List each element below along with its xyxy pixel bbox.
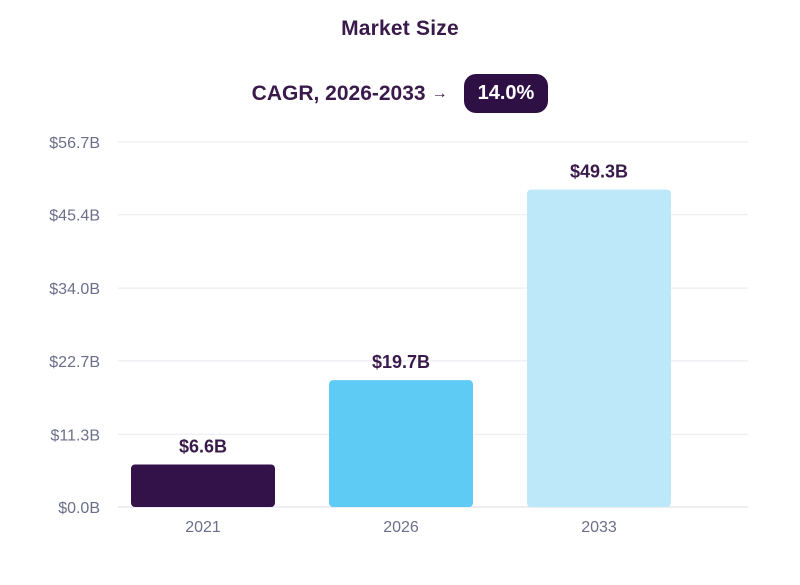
data-label-2026: $19.7B [372,352,430,372]
y-tick-label: $11.3B [50,427,100,444]
bar-2033 [527,189,671,507]
cagr-row: CAGR, 2026-2033 → 14.0% [0,74,800,113]
data-labels: $6.6B $19.7B $49.3B [179,162,628,457]
bars [131,189,671,507]
x-tick-label: 2021 [185,519,221,536]
bar-2026 [329,380,473,507]
y-axis-ticks: $0.0B $11.3B $22.7B $34.0B $45.4B $56.7B [49,135,100,517]
y-tick-label: $0.0B [58,500,100,517]
y-tick-label: $45.4B [49,208,100,225]
data-label-2021: $6.6B [179,437,227,457]
cagr-value-badge: 14.0% [463,74,549,113]
x-axis-ticks: 2021 2026 2033 [185,519,617,536]
x-tick-label: 2026 [383,519,419,536]
bar-2021 [131,464,275,507]
y-tick-label: $56.7B [49,135,100,152]
y-tick-label: $34.0B [49,281,100,298]
x-tick-label: 2033 [581,519,617,536]
arrow-right-icon: → [431,84,448,102]
y-tick-label: $22.7B [49,354,100,371]
cagr-label: CAGR, 2026-2033 [251,81,426,105]
data-label-2033: $49.3B [570,162,628,182]
chart-title: Market Size [341,17,459,40]
